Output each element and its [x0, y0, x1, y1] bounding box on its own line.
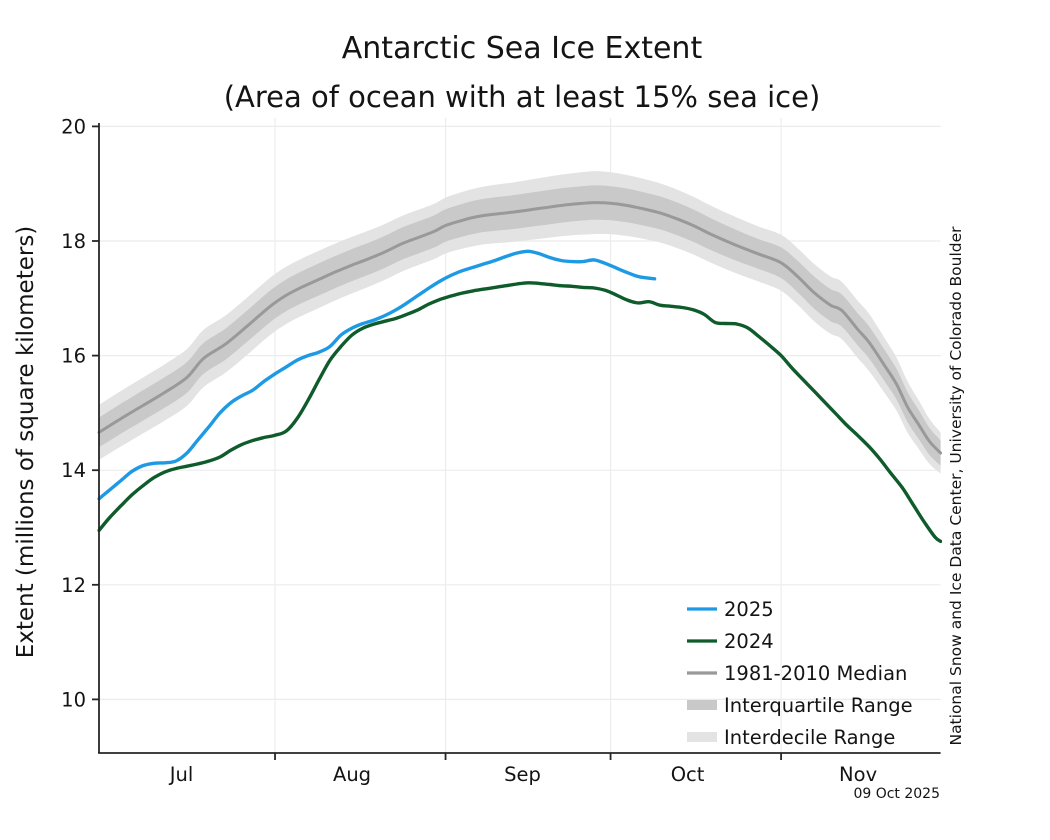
y-tick-label-20: 20 — [61, 115, 86, 138]
legend-label: Interdecile Range — [724, 726, 895, 749]
y-tick-label-18: 18 — [61, 230, 86, 253]
plot-area — [97, 118, 943, 753]
date-stamp: 09 Oct 2025 — [853, 786, 940, 802]
legend-item-interquartile-range[interactable]: Interquartile Range — [687, 694, 913, 717]
legend-item-1981-2010-median[interactable]: 1981-2010 Median — [687, 662, 907, 685]
axes: 20 18 16 14 12 10 Jul Aug Sep Oct Nov — [61, 115, 941, 786]
month-label-nov: Nov — [839, 763, 877, 786]
y-tick-label-16: 16 — [61, 345, 86, 368]
y-tick-label-14: 14 — [61, 459, 86, 482]
month-label-jul: Jul — [168, 763, 194, 786]
legend: 2025 2024 1981-2010 Median Interquartile Ra… — [687, 598, 913, 749]
interquartile-band — [99, 185, 941, 466]
line-2025[interactable] — [97, 249, 657, 501]
y-tick-label-12: 12 — [61, 574, 86, 597]
chart-subtitle: (Area of ocean with at least 15% sea ice… — [223, 80, 821, 114]
legend-label: 1981-2010 Median — [724, 662, 907, 685]
month-label-aug: Aug — [333, 763, 371, 786]
y-tick-label-10: 10 — [61, 688, 86, 711]
month-label-oct: Oct — [671, 763, 705, 786]
legend-item-interdecile-range[interactable]: Interdecile Range — [687, 726, 895, 749]
line-2024[interactable] — [97, 281, 943, 543]
month-label-sep: Sep — [504, 763, 541, 786]
legend-item-2024[interactable]: 2024 — [687, 630, 774, 653]
median-line[interactable] — [97, 201, 943, 455]
chart-title: Antarctic Sea Ice Extent — [341, 31, 703, 66]
legend-label: 2025 — [724, 598, 774, 621]
legend-item-2025[interactable]: 2025 — [687, 598, 774, 621]
legend-label: Interquartile Range — [724, 694, 913, 717]
legend-label: 2024 — [724, 630, 774, 653]
